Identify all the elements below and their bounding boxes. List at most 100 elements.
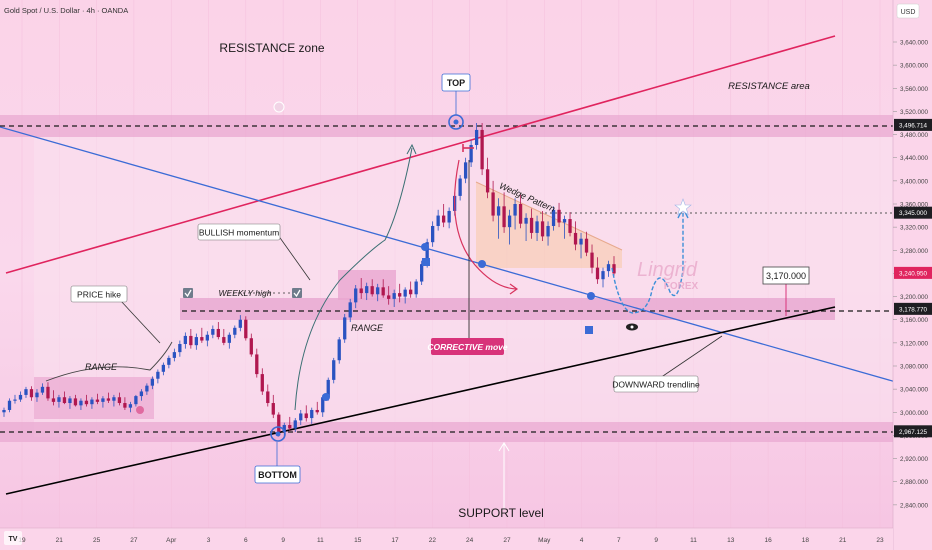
candle[interactable] <box>568 212 572 237</box>
candle[interactable] <box>403 287 407 304</box>
candle[interactable] <box>398 283 402 303</box>
candle[interactable] <box>194 333 198 350</box>
candle[interactable] <box>205 331 209 347</box>
currency-box[interactable] <box>896 3 920 19</box>
candle[interactable] <box>447 207 451 229</box>
candle[interactable] <box>414 279 418 298</box>
candle[interactable] <box>123 397 127 410</box>
candle[interactable] <box>238 315 242 332</box>
candle[interactable] <box>271 394 275 419</box>
candle[interactable] <box>584 231 589 257</box>
candle[interactable] <box>211 325 215 339</box>
candle[interactable] <box>337 337 341 364</box>
time-axis[interactable]: 19 21 25 27 Apr 3 6 9 11 15 17 22 24 27 May 4 7 9 11 13 16 18… <box>0 527 893 550</box>
candle[interactable] <box>436 209 440 231</box>
candle[interactable] <box>535 215 539 242</box>
candle[interactable] <box>474 123 479 150</box>
candle[interactable] <box>24 386 28 398</box>
candle[interactable] <box>62 391 67 405</box>
candle[interactable] <box>172 348 177 362</box>
candle[interactable] <box>18 391 23 402</box>
candle[interactable] <box>573 221 578 251</box>
candle[interactable] <box>513 198 517 230</box>
candle[interactable] <box>491 180 495 222</box>
candle[interactable] <box>216 322 220 340</box>
candle[interactable] <box>496 198 501 239</box>
candle[interactable] <box>365 282 369 301</box>
candle[interactable] <box>529 208 534 239</box>
candle[interactable] <box>7 398 12 413</box>
candle[interactable] <box>315 401 319 415</box>
candle[interactable] <box>227 332 231 349</box>
candle[interactable] <box>420 260 424 285</box>
candle[interactable] <box>200 327 204 343</box>
candle[interactable] <box>601 267 605 288</box>
candle[interactable] <box>161 362 166 376</box>
candle[interactable] <box>354 285 358 309</box>
candle[interactable] <box>343 313 347 343</box>
candle[interactable] <box>106 392 111 404</box>
candle[interactable] <box>376 283 380 302</box>
candle[interactable] <box>579 232 583 259</box>
candle[interactable] <box>507 209 512 245</box>
candle[interactable] <box>288 416 292 431</box>
candle[interactable] <box>183 332 187 349</box>
candle[interactable] <box>255 348 259 378</box>
candle[interactable] <box>150 376 155 390</box>
candle[interactable] <box>260 368 264 395</box>
candle[interactable] <box>590 244 594 274</box>
candle[interactable] <box>359 278 363 299</box>
candle[interactable] <box>233 325 237 339</box>
candle[interactable] <box>40 383 45 395</box>
candle[interactable] <box>562 215 567 239</box>
candle[interactable] <box>612 256 616 276</box>
candle[interactable] <box>310 407 314 424</box>
candle[interactable] <box>249 333 253 357</box>
candle[interactable] <box>134 394 138 407</box>
candle[interactable] <box>222 328 226 346</box>
candle[interactable] <box>2 407 6 417</box>
candle[interactable] <box>51 390 56 406</box>
price-axis[interactable]: USD 2,840.0002,880.0002,920.0002,960.000… <box>892 0 932 550</box>
candlestick-series[interactable] <box>2 123 616 439</box>
candle[interactable] <box>167 355 171 369</box>
candle[interactable] <box>540 210 545 242</box>
candle[interactable] <box>117 392 122 406</box>
candle[interactable] <box>348 298 352 323</box>
candle[interactable] <box>57 394 61 408</box>
candle[interactable] <box>502 192 506 233</box>
candle[interactable] <box>128 401 133 413</box>
candle[interactable] <box>409 281 413 298</box>
candle[interactable] <box>84 394 89 407</box>
candle[interactable] <box>524 213 528 242</box>
candle[interactable] <box>441 204 446 228</box>
candle[interactable] <box>463 157 468 184</box>
candle[interactable] <box>46 382 50 401</box>
candle[interactable] <box>480 123 484 176</box>
candle[interactable] <box>73 394 78 407</box>
candle[interactable] <box>35 389 39 402</box>
candle[interactable] <box>595 257 600 284</box>
candle[interactable] <box>13 394 17 404</box>
candle[interactable] <box>156 369 160 384</box>
candle[interactable] <box>112 394 116 407</box>
candle[interactable] <box>90 397 94 409</box>
candle[interactable] <box>95 393 100 405</box>
candle[interactable] <box>557 202 561 228</box>
candle[interactable] <box>485 157 490 199</box>
candle[interactable] <box>370 279 374 297</box>
candle[interactable] <box>79 398 83 410</box>
candle[interactable] <box>387 286 391 305</box>
candle[interactable] <box>551 206 556 231</box>
candle[interactable] <box>518 194 523 229</box>
candle[interactable] <box>189 328 193 349</box>
candle[interactable] <box>139 389 144 401</box>
candle[interactable] <box>178 340 182 357</box>
candle[interactable] <box>458 175 462 201</box>
candle[interactable] <box>546 221 550 246</box>
candle[interactable] <box>299 409 303 426</box>
candle[interactable] <box>145 383 149 395</box>
candle[interactable] <box>332 357 336 384</box>
candle[interactable] <box>392 289 396 307</box>
